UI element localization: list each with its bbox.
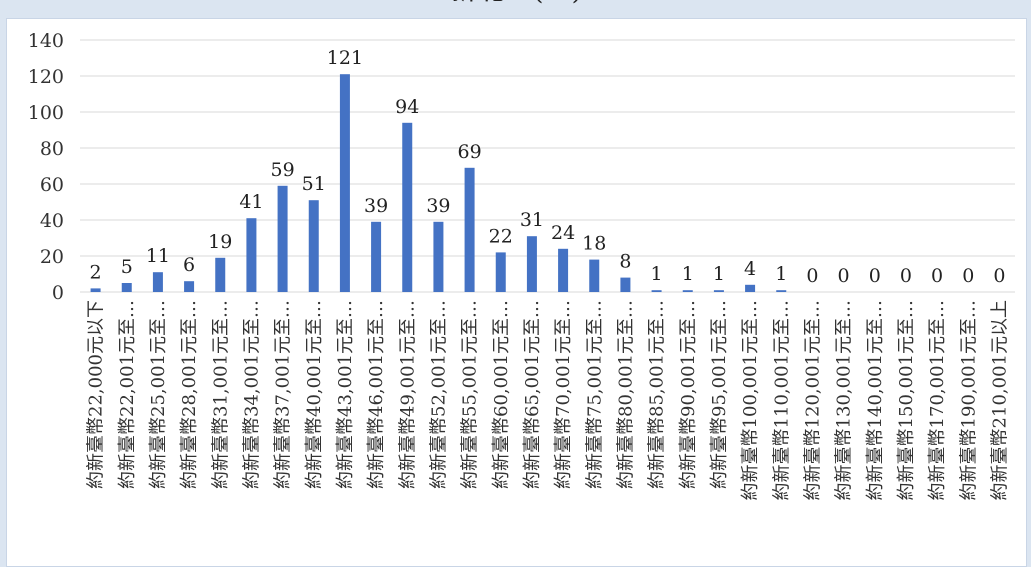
x-tick-label: 約新臺幣90,001元至…	[678, 300, 699, 489]
x-tick-label: 約新臺幣43,001元至…	[335, 300, 356, 489]
data-label: 41	[239, 191, 263, 213]
data-label: 22	[489, 225, 513, 247]
data-label: 8	[619, 251, 631, 273]
data-label: 5	[121, 256, 133, 278]
x-tick-label: 約新臺幣22,000元以下	[86, 300, 107, 489]
x-tick-label: 約新臺幣25,001元至…	[148, 300, 169, 489]
x-tick-label: 約新臺幣28,001元至…	[179, 300, 200, 489]
bar	[215, 257, 226, 292]
x-tick-label: 約新臺幣130,001元至…	[834, 300, 855, 500]
bar	[589, 259, 600, 292]
y-tick-label: 80	[40, 138, 64, 160]
bar	[526, 236, 537, 292]
data-label: 121	[327, 47, 363, 69]
x-tick-label: 約新臺幣46,001元至…	[366, 300, 387, 489]
y-tick-label: 60	[40, 174, 64, 196]
x-tick-label: 約新臺幣37,001元至…	[273, 300, 294, 489]
y-tick-label: 20	[40, 246, 64, 268]
y-tick-label: 0	[52, 282, 64, 304]
x-tick-label: 約新臺幣140,001元至…	[865, 300, 886, 500]
x-tick-label: 約新臺幣170,001元至…	[927, 300, 948, 500]
data-label: 69	[457, 141, 481, 163]
bar	[682, 290, 693, 292]
x-tick-label: 約新臺幣75,001元至…	[584, 300, 605, 489]
y-tick-label: 40	[40, 210, 64, 232]
bar	[464, 167, 475, 292]
x-tick-label: 約新臺幣95,001元至…	[709, 300, 730, 489]
bar	[339, 74, 350, 292]
bar	[90, 288, 101, 292]
data-label: 0	[869, 265, 881, 287]
data-label: 1	[775, 263, 787, 285]
x-tick-label: 約新臺幣210,001元以上	[989, 300, 1010, 500]
x-tick-label: 約新臺幣85,001元至…	[647, 300, 668, 489]
x-tick-label: 約新臺幣70,001元至…	[553, 300, 574, 489]
data-label: 11	[146, 245, 170, 267]
x-tick-label: 約新臺幣40,001元至…	[304, 300, 325, 489]
x-tick-label: 約新臺幣80,001元至…	[615, 300, 636, 489]
x-tick-label: 約新臺幣49,001元至…	[397, 300, 418, 489]
data-label: 2	[90, 261, 102, 283]
x-tick-label: 約新臺幣65,001元至…	[522, 300, 543, 489]
bar	[121, 283, 132, 292]
bar	[152, 272, 163, 292]
x-tick-label: 約新臺幣150,001元至…	[896, 300, 917, 500]
x-tick-label: 約新臺幣22,001元至…	[117, 300, 138, 489]
bar	[433, 221, 444, 292]
data-label: 6	[183, 254, 195, 276]
x-tick-label: 約新臺幣34,001元至…	[241, 300, 262, 489]
data-label: 94	[395, 96, 419, 118]
data-label: 59	[270, 159, 294, 181]
x-tick-label: 約新臺幣100,001元至…	[740, 300, 761, 500]
data-label: 0	[838, 265, 850, 287]
data-label: 0	[806, 265, 818, 287]
bar	[402, 122, 413, 292]
bar	[651, 290, 662, 292]
data-label: 39	[364, 195, 388, 217]
x-tick-label: 約新臺幣120,001元至…	[802, 300, 823, 500]
bar	[308, 200, 319, 292]
bar	[776, 290, 787, 292]
data-label: 1	[713, 263, 725, 285]
data-label: 1	[651, 263, 663, 285]
bar	[495, 252, 506, 292]
bar	[558, 248, 569, 292]
bar	[184, 281, 195, 292]
data-label: 24	[551, 222, 575, 244]
y-tick-label: 120	[28, 66, 64, 88]
chart-title: …新北…(…)…	[0, 0, 1031, 10]
data-label: 1	[682, 263, 694, 285]
data-label: 0	[962, 265, 974, 287]
x-tick-label: 約新臺幣190,001元至…	[958, 300, 979, 500]
bar	[620, 277, 631, 292]
data-label: 19	[208, 231, 232, 253]
x-tick-label: 約新臺幣55,001元至…	[460, 300, 481, 489]
data-label: 31	[520, 209, 544, 231]
y-tick-label: 100	[28, 102, 64, 124]
data-label: 39	[426, 195, 450, 217]
data-label: 0	[931, 265, 943, 287]
x-tick-label: 約新臺幣110,001元至…	[771, 300, 792, 500]
bar	[246, 218, 257, 292]
bar	[745, 284, 756, 292]
y-tick-label: 140	[28, 30, 64, 52]
x-tick-label: 約新臺幣31,001元至…	[210, 300, 231, 489]
bar	[713, 290, 724, 292]
bar	[371, 221, 382, 292]
data-label: 51	[302, 173, 326, 195]
bar	[277, 185, 288, 292]
x-tick-label: 約新臺幣60,001元至…	[491, 300, 512, 489]
data-label: 0	[993, 265, 1005, 287]
data-label: 0	[900, 265, 912, 287]
x-tick-label: 約新臺幣52,001元至…	[428, 300, 449, 489]
data-label: 18	[582, 233, 606, 255]
data-label: 4	[744, 258, 756, 280]
